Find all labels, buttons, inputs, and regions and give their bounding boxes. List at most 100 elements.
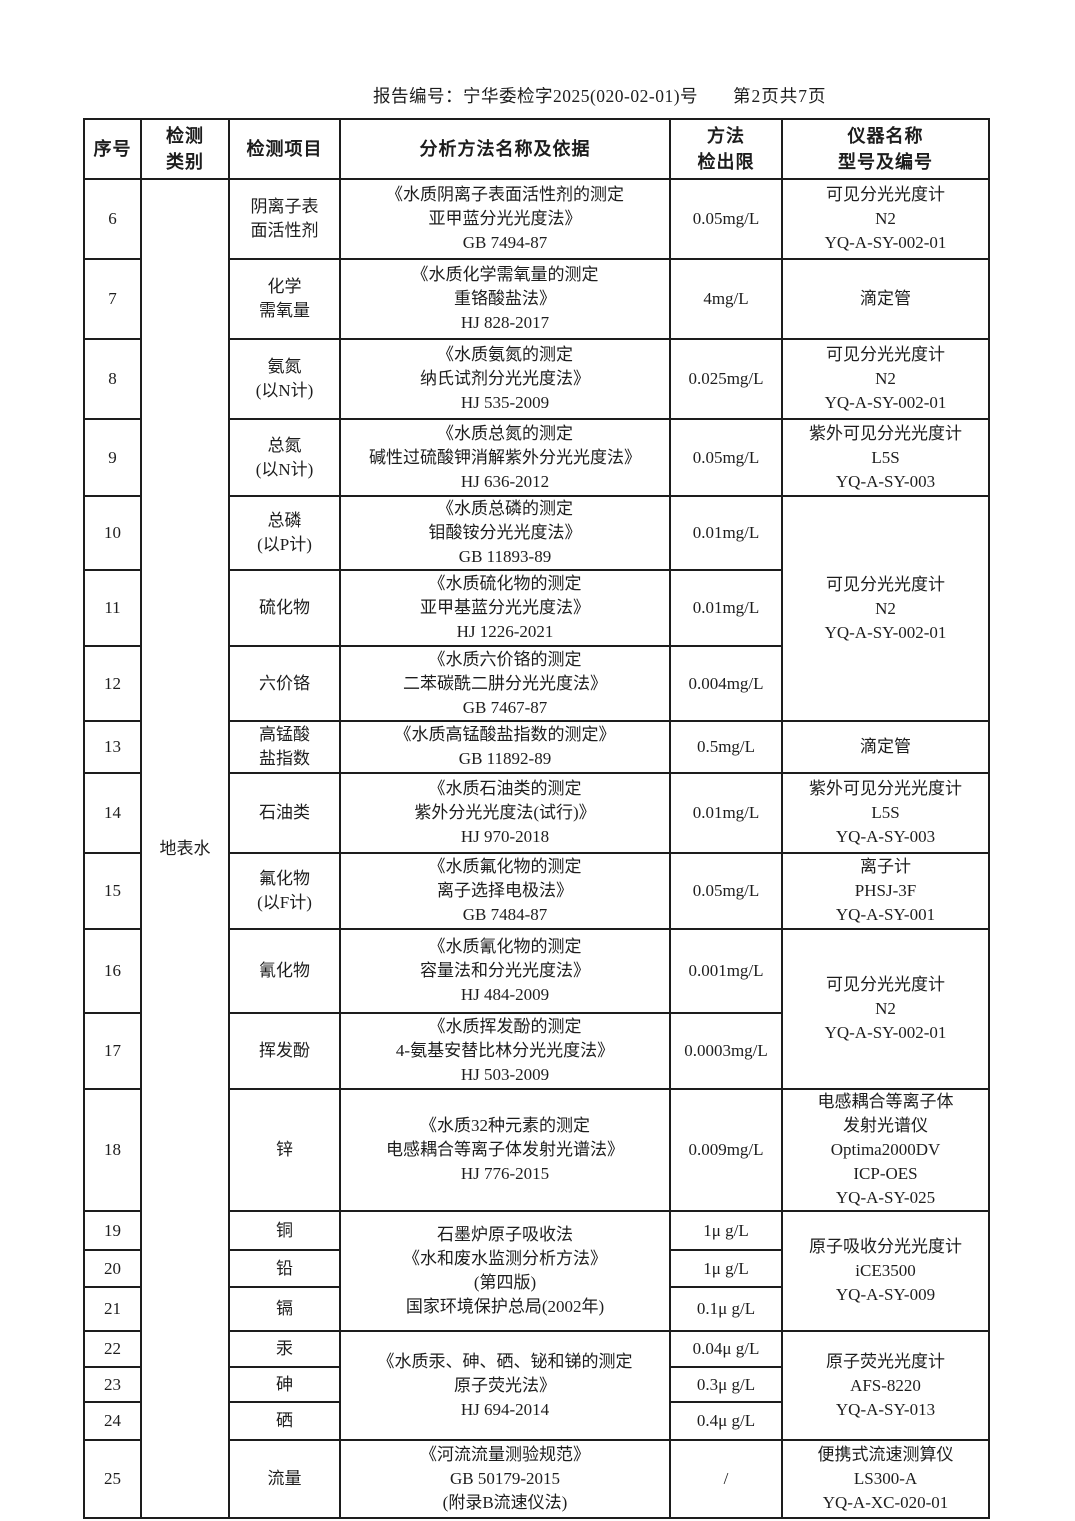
cell-seq: 22 — [83, 1330, 142, 1368]
table-row: 11 硫化物 《水质硫化物的测定 亚甲基蓝分光光度法》 HJ 1226-2021… — [83, 569, 989, 647]
cell-instrument: 原子吸收分光光度计 iCE3500 YQ-A-SY-009 — [781, 1210, 990, 1332]
cell-item: 镉 — [228, 1286, 341, 1332]
table-row: 18 锌 《水质32种元素的测定 电感耦合等离子体发射光谱法》 HJ 776-2… — [83, 1088, 990, 1212]
cell-item: 化学 需氧量 — [228, 258, 341, 340]
table-row: 16 氰化物 《水质氰化物的测定 容量法和分光光度法》 HJ 484-2009 … — [83, 928, 990, 1090]
cell-limit: 0.4μ g/L — [669, 1401, 783, 1441]
table-row: 17 挥发酚 《水质挥发酚的测定 4-氨基安替比林分光光度法》 HJ 503-2… — [83, 1012, 989, 1090]
table-row: 10 总磷 (以P计) 《水质总磷的测定 钼酸铵分光光度法》 GB 11893-… — [83, 495, 990, 722]
page-header: 报告编号：宁华委检字2025(020-02-01)号 第2页共7页 — [83, 84, 988, 108]
cell-seq: 16 — [83, 928, 142, 1014]
cell-method: 《水质32种元素的测定 电感耦合等离子体发射光谱法》 HJ 776-2015 — [339, 1088, 671, 1212]
cell-item: 氟化物 (以F计) — [228, 852, 341, 930]
table-row: 25 流量 《河流流量测验规范》 GB 50179-2015 (附录B流速仪法)… — [83, 1439, 990, 1519]
cell-method: 《水质总氮的测定 碱性过硫酸钾消解紫外分光光度法》 HJ 636-2012 — [339, 418, 671, 497]
cell-method: 《水质氟化物的测定 离子选择电极法》 GB 7484-87 — [339, 852, 671, 930]
cell-instrument: 电感耦合等离子体 发射光谱仪 Optima2000DV ICP-OES YQ-A… — [781, 1088, 990, 1212]
table-row: 15 氟化物 (以F计) 《水质氟化物的测定 离子选择电极法》 GB 7484-… — [83, 852, 990, 930]
cell-seq: 25 — [83, 1439, 142, 1519]
cell-item: 阴离子表 面活性剂 — [228, 178, 341, 260]
cell-seq: 23 — [83, 1366, 142, 1403]
cell-instrument: 可见分光光度计 N2 YQ-A-SY-002-01 — [781, 338, 990, 420]
cell-limit: 0.05mg/L — [669, 418, 783, 497]
cell-seq: 19 — [83, 1210, 142, 1251]
col-header-category: 检测 类别 — [140, 118, 230, 180]
table-row: 12 六价铬 《水质六价铬的测定 二苯碳酰二肼分光光度法》 GB 7467-87… — [83, 645, 989, 722]
cell-limit: 0.01mg/L — [669, 495, 783, 571]
cell-seq: 8 — [83, 338, 142, 420]
table-row: 8 氨氮 (以N计) 《水质氨氮的测定 纳氏试剂分光光度法》 HJ 535-20… — [83, 338, 990, 420]
cell-seq: 9 — [83, 418, 142, 497]
table-row: 19 铜 石墨炉原子吸收法 《水和废水监测分析方法》 (第四版) 国家环境保护总… — [83, 1210, 990, 1332]
cell-item: 六价铬 — [228, 645, 341, 722]
cell-seq: 14 — [83, 772, 142, 854]
cell-seq: 7 — [83, 258, 142, 340]
cell-limit: 0.004mg/L — [669, 645, 783, 722]
page-indicator: 第2页共7页 — [733, 86, 827, 106]
cell-method: 《水质氰化物的测定 容量法和分光光度法》 HJ 484-2009 — [339, 928, 671, 1014]
table-header: 序号 检测 类别 检测项目 分析方法名称及依据 方法 检出限 仪器名称 型号及编… — [83, 118, 990, 180]
cell-method: 《水质高锰酸盐指数的测定》 GB 11892-89 — [339, 720, 671, 774]
table-row: 14 石油类 《水质石油类的测定 紫外分光光度法(试行)》 HJ 970-201… — [83, 772, 990, 854]
cell-item: 硒 — [228, 1401, 341, 1441]
cell-limit: 0.01mg/L — [669, 569, 783, 647]
col-header-item: 检测项目 — [228, 118, 341, 180]
cell-method: 《水质六价铬的测定 二苯碳酰二肼分光光度法》 GB 7467-87 — [339, 645, 671, 722]
cell-instrument: 滴定管 — [781, 720, 990, 774]
cell-instrument: 原子荧光光度计 AFS-8220 YQ-A-SY-013 — [781, 1330, 990, 1441]
cell-item: 高锰酸 盐指数 — [228, 720, 341, 774]
col-header-instrument: 仪器名称 型号及编号 — [781, 118, 990, 180]
table-row: 7 化学 需氧量 《水质化学需氧量的测定 重铬酸盐法》 HJ 828-2017 … — [83, 258, 990, 340]
cell-seq: 11 — [83, 569, 142, 647]
cell-instrument: 便携式流速测算仪 LS300-A YQ-A-XC-020-01 — [781, 1439, 990, 1519]
cell-instrument: 紫外可见分光光度计 L5S YQ-A-SY-003 — [781, 772, 990, 854]
cell-item: 石油类 — [228, 772, 341, 854]
table-row: 24 硒 0.4μ g/L — [83, 1401, 989, 1441]
cell-item: 汞 — [228, 1330, 341, 1368]
table-row: 6 地表水 阴离子表 面活性剂 《水质阴离子表面活性剂的测定 亚甲蓝分光光度法》… — [83, 178, 990, 1519]
cell-instrument: 离子计 PHSJ-3F YQ-A-SY-001 — [781, 852, 990, 930]
cell-item: 铜 — [228, 1210, 341, 1251]
header-row: 序号 检测 类别 检测项目 分析方法名称及依据 方法 检出限 仪器名称 型号及编… — [83, 118, 990, 180]
cell-limit: 0.5mg/L — [669, 720, 783, 774]
test-methods-table: 序号 检测 类别 检测项目 分析方法名称及依据 方法 检出限 仪器名称 型号及编… — [83, 118, 990, 1519]
cell-limit: 0.3μ g/L — [669, 1366, 783, 1403]
cell-limit: 0.001mg/L — [669, 928, 783, 1014]
cell-seq: 13 — [83, 720, 142, 774]
cell-limit: / — [669, 1439, 783, 1519]
cell-category: 地表水 — [140, 178, 230, 1519]
cell-instrument: 可见分光光度计 N2 YQ-A-SY-002-01 — [781, 495, 990, 722]
cell-limit: 0.05mg/L — [669, 178, 783, 260]
col-header-method: 分析方法名称及依据 — [339, 118, 671, 180]
table-row: 13 高锰酸 盐指数 《水质高锰酸盐指数的测定》 GB 11892-89 0.5… — [83, 720, 990, 774]
cell-item: 挥发酚 — [228, 1012, 341, 1090]
cell-seq: 10 — [83, 495, 142, 571]
col-header-limit: 方法 检出限 — [669, 118, 783, 180]
cell-item: 氨氮 (以N计) — [228, 338, 341, 420]
table-row: 22 汞 《水质汞、砷、硒、铋和锑的测定 原子荧光法》 HJ 694-2014 … — [83, 1330, 990, 1441]
cell-limit: 1μ g/L — [669, 1249, 783, 1288]
cell-limit: 0.04μ g/L — [669, 1330, 783, 1368]
cell-limit: 4mg/L — [669, 258, 783, 340]
cell-instrument: 紫外可见分光光度计 L5S YQ-A-SY-003 — [781, 418, 990, 497]
cell-method: 《水质硫化物的测定 亚甲基蓝分光光度法》 HJ 1226-2021 — [339, 569, 671, 647]
cell-item: 锌 — [228, 1088, 341, 1212]
cell-limit: 0.05mg/L — [669, 852, 783, 930]
cell-method: 《水质化学需氧量的测定 重铬酸盐法》 HJ 828-2017 — [339, 258, 671, 340]
cell-limit: 0.009mg/L — [669, 1088, 783, 1212]
table-row: 23 砷 0.3μ g/L — [83, 1366, 989, 1403]
cell-limit: 0.0003mg/L — [669, 1012, 783, 1090]
cell-method: 《水质汞、砷、硒、铋和锑的测定 原子荧光法》 HJ 694-2014 — [339, 1330, 671, 1441]
cell-seq: 20 — [83, 1249, 142, 1288]
cell-limit: 0.025mg/L — [669, 338, 783, 420]
cell-seq: 17 — [83, 1012, 142, 1090]
cell-method: 《河流流量测验规范》 GB 50179-2015 (附录B流速仪法) — [339, 1439, 671, 1519]
table-row: 20 铅 1μ g/L — [83, 1249, 989, 1288]
cell-limit: 0.01mg/L — [669, 772, 783, 854]
cell-seq: 21 — [83, 1286, 142, 1332]
cell-item: 总氮 (以N计) — [228, 418, 341, 497]
cell-item: 氰化物 — [228, 928, 341, 1014]
cell-method: 《水质阴离子表面活性剂的测定 亚甲蓝分光光度法》 GB 7494-87 — [339, 178, 671, 260]
cell-limit: 1μ g/L — [669, 1210, 783, 1251]
